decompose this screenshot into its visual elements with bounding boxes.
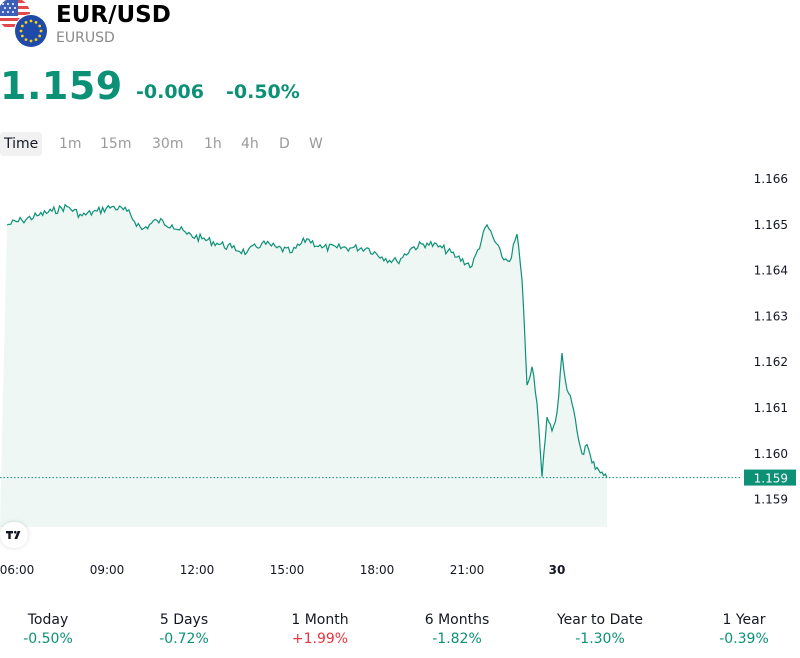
x-tick-label: 21:00 [450,563,485,577]
tab-w[interactable]: W [309,136,323,152]
y-tick-label: 1.164 [754,264,788,278]
tab-1m[interactable]: 1m [59,136,82,152]
perf-5-days[interactable]: 5 Days -0.72% [124,610,244,648]
perf-label: 1 Year [722,612,766,628]
pair-title: EUR/USD [56,2,171,28]
eu-flag-star [29,39,33,43]
x-tick-label: 15:00 [270,563,305,577]
currency-flags-icon [0,0,50,50]
perf-label: 5 Days [159,612,209,628]
eu-flag-star [19,29,23,33]
last-price-badge [744,469,796,486]
pair-symbol: EURUSD [56,30,115,46]
perf-value: -0.72% [159,631,209,647]
perf-value: -1.82% [432,631,482,647]
tab-1h[interactable]: 1h [204,136,222,152]
tab-30m[interactable]: 30m [152,136,184,152]
y-tick-label: 1.161 [754,401,788,415]
perf-label: 6 Months [424,612,490,628]
perf-value: -1.30% [575,631,625,647]
y-tick-label: 1.162 [754,355,788,369]
eu-flag-star [38,34,42,38]
perf-year-to-date[interactable]: Year to Date -1.30% [540,610,660,648]
perf-value: -0.39% [719,631,769,647]
y-tick-label: 1.159 [754,493,788,507]
eu-flag-star [20,24,24,28]
perf-label: 1 Month [291,612,349,628]
tab-4h[interactable]: 4h [241,136,259,152]
perf-value: -0.50% [23,631,73,647]
eu-flag-star [38,24,42,28]
eu-flag-star [29,19,33,23]
tab-d[interactable]: D [279,136,290,152]
tab-15m[interactable]: 15m [100,136,132,152]
tradingview-logo-icon[interactable] [0,522,28,548]
eu-flag-star [39,29,43,33]
perf-label: Year to Date [556,612,644,628]
perf-1-year[interactable]: 1 Year -0.39% [684,610,800,648]
price-area-fill [0,204,607,527]
x-tick-label: 09:00 [90,563,125,577]
price-chart[interactable]: 1.166 1.165 1.164 1.163 1.162 1.161 1.160 1.159… [0,160,800,590]
y-tick-label: 1.166 [754,172,788,186]
price-change-absolute: -0.006 [136,81,204,103]
eu-flag-icon [14,14,48,48]
x-tick-label: 18:00 [360,563,395,577]
perf-label: Today [27,612,69,628]
y-tick-label: 1.163 [754,309,788,323]
eu-flag-star [34,20,38,24]
x-tick-label: 12:00 [180,563,215,577]
eu-flag-star [24,20,28,24]
x-tick-label: 30 [549,563,566,577]
price-line [6,203,608,478]
perf-value: +1.99% [291,631,349,647]
eu-flag-star [34,38,38,42]
last-price: 1.159 [0,64,123,108]
y-tick-label: 1.160 [754,447,788,461]
eu-flag-star [20,34,24,38]
perf-1-month[interactable]: 1 Month +1.99% [260,610,380,648]
perf-today[interactable]: Today -0.50% [0,610,108,648]
y-tick-label: 1.165 [754,218,788,232]
last-price-badge-label: 1.159 [754,472,788,486]
eu-flag-star [24,38,28,42]
x-tick-label: 06:00 [0,563,34,577]
price-change-percent: -0.50% [226,81,300,103]
performance-row: Today -0.50% 5 Days -0.72% 1 Month +1.99… [0,610,800,650]
perf-6-months[interactable]: 6 Months -1.82% [397,610,517,648]
tab-time[interactable]: Time [0,132,43,156]
